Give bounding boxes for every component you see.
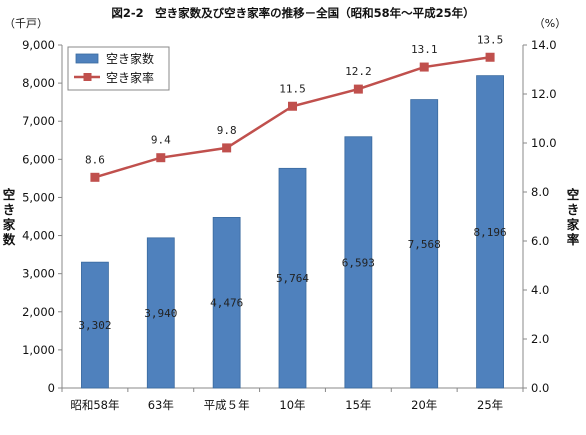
legend-label-bars: 空き家数: [106, 51, 154, 66]
left-tick-label: 2,000: [22, 305, 55, 319]
right-tick-label: 14.0: [531, 38, 557, 52]
axis-title-char: 空: [3, 187, 16, 202]
left-tick-label: 5,000: [22, 190, 55, 204]
x-tick-label: 25年: [477, 398, 503, 412]
x-tick-label: 平成５年: [204, 398, 250, 412]
right-unit-label: （%）: [534, 17, 566, 30]
right-tick-label: 12.0: [531, 87, 557, 101]
bar-value-label: 8,196: [474, 226, 507, 239]
bar: [410, 99, 439, 389]
plot-area: 0 1,000 2,000 3,000 4,000 5,000 6,000 7,000 8,00…: [22, 33, 557, 412]
axis-title-char: 家: [567, 217, 580, 232]
bar: [146, 237, 175, 389]
legend-line-marker: [83, 73, 92, 81]
rate-value-label: 11.5: [279, 82, 306, 95]
rate-value-label: 13.1: [411, 43, 438, 56]
x-tick-label: 10年: [279, 398, 305, 412]
legend: 空き家数 空き家率: [67, 46, 170, 91]
left-unit-label: （千戸）: [4, 17, 48, 30]
left-tick-label: 0: [48, 381, 55, 395]
right-tick-label: 2.0: [531, 332, 549, 346]
x-tick-label: 63年: [148, 398, 174, 412]
right-tick-label: 10.0: [531, 136, 557, 150]
right-tick-label: 4.0: [531, 283, 549, 297]
bar-value-label: 6,593: [342, 256, 375, 269]
left-tick-label: 7,000: [22, 114, 55, 128]
rate-point: [419, 62, 429, 72]
rate-point: [156, 153, 166, 163]
legend-label-line: 空き家率: [106, 70, 154, 85]
axis-title-char: 空: [567, 187, 580, 202]
left-tick-label: 1,000: [22, 343, 55, 357]
left-tick-label: 6,000: [22, 152, 55, 166]
rate-value-label: 9.4: [151, 134, 171, 147]
bar: [476, 75, 504, 389]
rate-point: [485, 52, 495, 62]
axis-title-char: き: [567, 202, 580, 217]
rate-value-label: 12.2: [345, 65, 372, 78]
left-tick-label: 8,000: [22, 76, 55, 90]
axis-title-char: 数: [2, 232, 16, 247]
left-tick-label: 3,000: [22, 267, 55, 281]
rate-point: [288, 101, 297, 111]
bar: [212, 217, 241, 389]
axis-title-char: 家: [3, 217, 16, 232]
rate-point: [222, 143, 232, 153]
axis-title-char: き: [3, 202, 16, 217]
x-tick-label: 昭和58年: [70, 398, 119, 412]
bar-value-label: 4,476: [210, 297, 243, 310]
rate-value-label: 13.5: [477, 33, 504, 46]
chart-title: 図2-2 空き家数及び空き家率の推移－全国（昭和58年～平成25年）: [111, 6, 474, 20]
bar-value-label: 5,764: [276, 272, 309, 285]
right-axis-title: 空き家率: [567, 187, 580, 247]
right-tick-label: 8.0: [531, 185, 549, 199]
x-tick-label: 15年: [345, 398, 371, 412]
right-tick-label: 0.0: [531, 381, 549, 395]
rate-value-label: 8.6: [85, 153, 105, 166]
x-tick-label: 20年: [411, 398, 437, 412]
rate-point: [90, 172, 100, 182]
rate-value-label: 9.8: [217, 124, 237, 137]
left-tick-label: 9,000: [22, 38, 55, 52]
bar-value-label: 3,302: [78, 319, 111, 332]
bar: [278, 167, 307, 389]
bar: [81, 261, 109, 389]
bar-value-label: 3,940: [144, 307, 177, 320]
rate-point: [353, 84, 363, 94]
legend-bar-swatch: [75, 53, 99, 64]
bar-value-label: 7,568: [408, 238, 441, 251]
left-axis-title: 空き家数: [2, 187, 16, 247]
axis-title-char: 率: [567, 232, 580, 247]
left-tick-label: 4,000: [22, 229, 55, 243]
right-tick-label: 6.0: [531, 234, 549, 248]
bar: [344, 136, 373, 389]
